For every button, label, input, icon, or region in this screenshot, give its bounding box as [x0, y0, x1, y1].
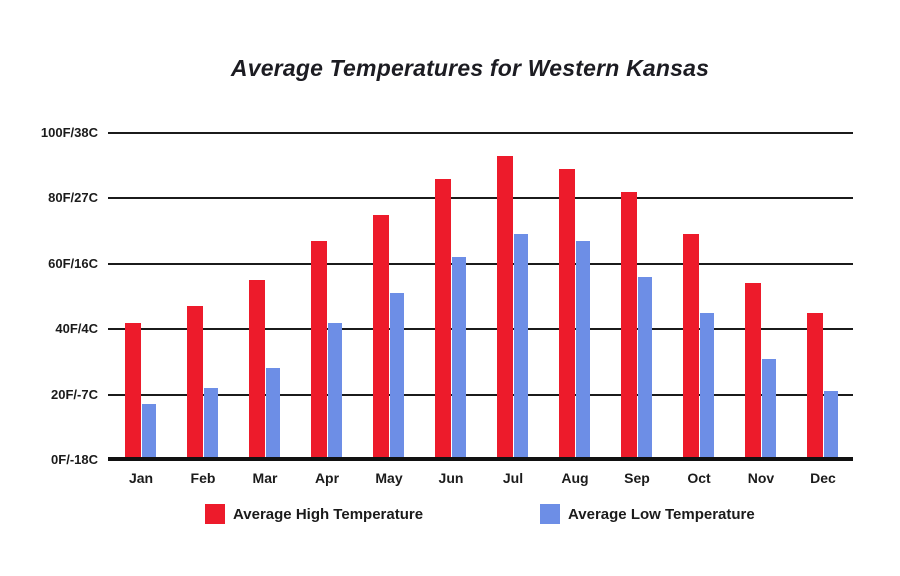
bar-high-may [373, 215, 389, 460]
gridline-60f [108, 263, 853, 265]
legend: Average High Temperature Average Low Temp… [0, 504, 900, 526]
plot-area [108, 132, 853, 461]
chart-title: Average Temperatures for Western Kansas [230, 55, 710, 81]
legend-label-low: Average Low Temperature [568, 506, 755, 523]
x-tick-label-dec: Dec [810, 470, 836, 486]
legend-label-high: Average High Temperature [233, 506, 424, 523]
bar-low-mar [266, 368, 280, 460]
x-tick-label-mar: Mar [252, 470, 278, 486]
x-tick-label-oct: Oct [687, 470, 711, 486]
gridline-20f [108, 394, 853, 396]
gridline-80f [108, 197, 853, 199]
bar-low-oct [700, 313, 714, 460]
bar-low-jul [514, 234, 528, 460]
y-tick-label: 80F/27C [48, 190, 98, 205]
x-tick-label-may: May [375, 470, 403, 486]
x-tick-label-jun: Jun [438, 470, 464, 486]
bar-low-nov [762, 359, 776, 460]
legend-swatch-low [540, 504, 560, 524]
bar-high-nov [745, 283, 761, 460]
bar-low-apr [328, 323, 342, 460]
bar-high-feb [187, 306, 203, 460]
bar-high-jun [435, 179, 451, 460]
bar-high-mar [249, 280, 265, 460]
x-axis-baseline [108, 457, 853, 461]
bar-high-jan [125, 323, 141, 460]
bar-high-apr [311, 241, 327, 460]
bar-high-jul [497, 156, 513, 460]
gridline-40f [108, 328, 853, 330]
x-tick-label-nov: Nov [747, 470, 775, 486]
x-tick-label-jul: Jul [502, 470, 524, 486]
bar-low-jun [452, 257, 466, 460]
gridline-100f [108, 132, 853, 134]
bar-low-dec [824, 391, 838, 460]
x-tick-label-aug: Aug [561, 470, 589, 486]
bar-low-sep [638, 277, 652, 460]
bar-high-aug [559, 169, 575, 460]
y-tick-label: 0F/-18C [51, 452, 98, 467]
bar-high-oct [683, 234, 699, 460]
bar-low-may [390, 293, 404, 460]
bar-low-jan [142, 404, 156, 460]
x-tick-label-apr: Apr [314, 470, 340, 486]
bar-high-sep [621, 192, 637, 460]
y-tick-label: 20F/-7C [51, 387, 98, 402]
y-tick-label: 40F/4C [55, 321, 98, 336]
y-tick-label: 100F/38C [40, 125, 98, 140]
y-tick-label: 60F/16C [48, 256, 98, 271]
x-tick-label-sep: Sep [624, 470, 650, 486]
bar-high-dec [807, 313, 823, 460]
bar-low-feb [204, 388, 218, 460]
x-tick-label-feb: Feb [190, 470, 216, 486]
x-tick-label-jan: Jan [128, 470, 154, 486]
legend-swatch-high [205, 504, 225, 524]
bar-low-aug [576, 241, 590, 460]
